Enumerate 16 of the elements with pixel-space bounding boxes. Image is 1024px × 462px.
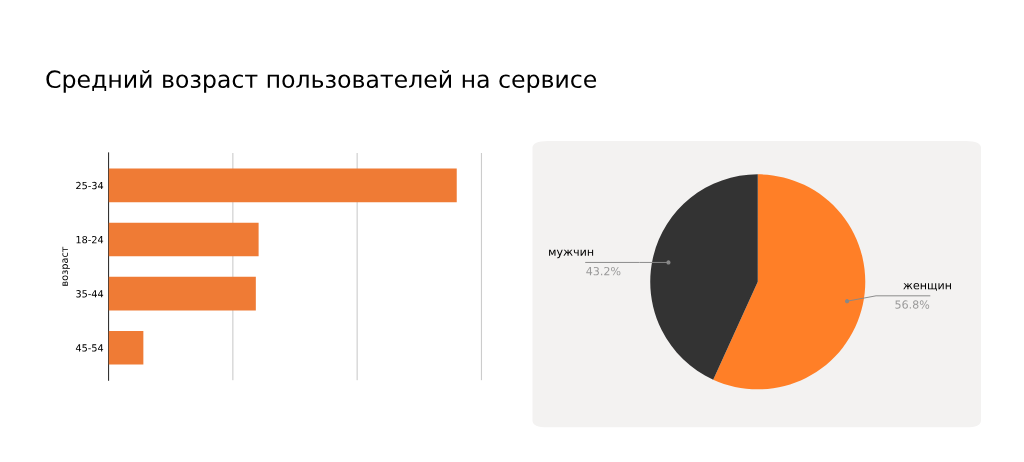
y-tick-label: 25-34 bbox=[76, 181, 104, 190]
slice-label: мужчин bbox=[549, 249, 594, 259]
chart-title: Средний возраст пользователей на сервисе bbox=[46, 69, 597, 93]
bar bbox=[108, 276, 256, 311]
y-tick-label: 35-44 bbox=[76, 290, 104, 298]
bar bbox=[108, 222, 259, 257]
data-label: 56.8% bbox=[895, 300, 930, 309]
bar bbox=[108, 330, 144, 365]
data-label: 43.2% bbox=[586, 266, 621, 276]
bar bbox=[108, 168, 457, 203]
slice-label: женщин bbox=[903, 282, 951, 291]
y-tick-label: 45-54 bbox=[75, 344, 104, 352]
pie-slice bbox=[713, 174, 866, 390]
y-tick-label: 18-24 bbox=[76, 235, 104, 244]
y-axis-title: возраст bbox=[62, 246, 70, 286]
pie-slice bbox=[650, 174, 758, 380]
